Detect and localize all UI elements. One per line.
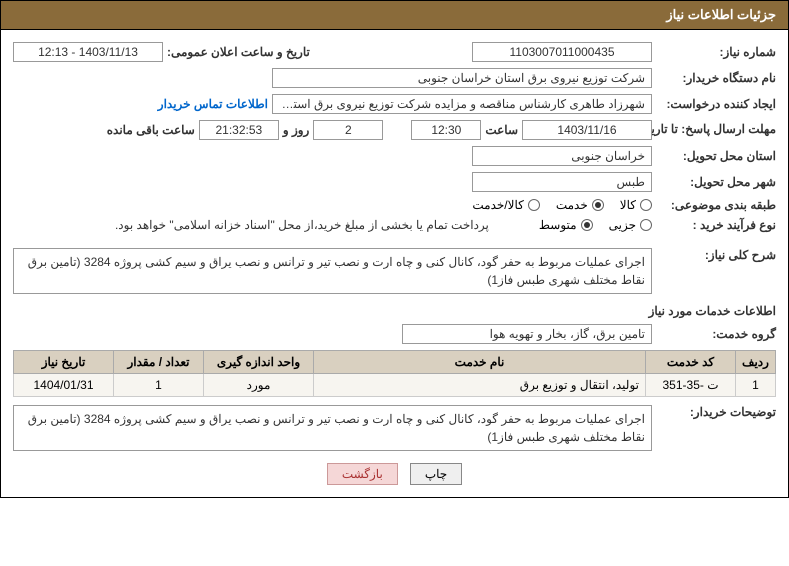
announce-datetime-label: تاریخ و ساعت اعلان عمومی: [167,45,310,59]
need-number-value: 1103007011000435 [472,42,652,62]
delivery-province-label: استان محل تحویل: [656,149,776,163]
category-goods-service-label: کالا/خدمت [472,198,523,212]
buyer-notes-value: اجرای عملیات مربوط به حفر گود، کانال کنی… [13,405,652,451]
requester-label: ایجاد کننده درخواست: [656,97,776,111]
cell-unit: مورد [204,374,314,397]
cell-qty: 1 [114,374,204,397]
radio-icon [640,199,652,211]
cell-row: 1 [736,374,776,397]
category-goods-label: کالا [620,198,636,212]
table-row: 1 ت -35-351 تولید، انتقال و توزیع برق مو… [14,374,776,397]
purchase-radio-medium[interactable]: متوسط [539,218,593,232]
time-label: ساعت [485,123,518,137]
radio-icon-selected [581,219,593,231]
payment-note: پرداخت تمام یا بخشی از مبلغ خرید،از محل … [115,218,489,232]
days-suffix-label: روز و [283,123,310,137]
announce-datetime-value: 1403/11/13 - 12:13 [13,42,163,62]
buyer-contact-link[interactable]: اطلاعات تماس خریدار [158,97,268,111]
category-label: طبقه بندی موضوعی: [656,198,776,212]
radio-icon-selected [592,199,604,211]
requester-value: شهرزاد طاهری کارشناس مناقصه و مزایده شرک… [272,94,652,114]
col-row: ردیف [736,351,776,374]
cell-service-name: تولید، انتقال و توزیع برق [314,374,646,397]
col-service-name: نام خدمت [314,351,646,374]
purchase-radio-minor[interactable]: جزیی [609,218,652,232]
services-table: ردیف کد خدمت نام خدمت واحد اندازه گیری ت… [13,350,776,397]
col-service-code: کد خدمت [646,351,736,374]
col-need-date: تاریخ نیاز [14,351,114,374]
general-desc-label: شرح کلی نیاز: [656,248,776,262]
print-button[interactable]: چاپ [410,463,462,485]
cell-need-date: 1404/01/31 [14,374,114,397]
purchase-type-label: نوع فرآیند خرید : [656,218,776,232]
table-header-row: ردیف کد خدمت نام خدمت واحد اندازه گیری ت… [14,351,776,374]
delivery-city-value: طبس [472,172,652,192]
cell-service-code: ت -35-351 [646,374,736,397]
deadline-label: مهلت ارسال پاسخ: تا تاریخ: [656,122,776,138]
countdown-value: 21:32:53 [199,120,279,140]
page-header: جزئیات اطلاعات نیاز [0,0,789,29]
purchase-minor-label: جزیی [609,218,636,232]
days-remaining-value: 2 [313,120,383,140]
purchase-medium-label: متوسط [539,218,577,232]
delivery-province-value: خراسان جنوبی [472,146,652,166]
category-radio-goods-service[interactable]: کالا/خدمت [472,198,539,212]
col-unit: واحد اندازه گیری [204,351,314,374]
deadline-date-value: 1403/11/16 [522,120,652,140]
deadline-time-value: 12:30 [411,120,481,140]
service-group-label: گروه خدمت: [656,327,776,341]
need-number-label: شماره نیاز: [656,45,776,59]
service-group-value: تامین برق، گاز، بخار و تهویه هوا [402,324,652,344]
buyer-org-value: شرکت توزیع نیروی برق استان خراسان جنوبی [272,68,652,88]
service-info-title: اطلاعات خدمات مورد نیاز [13,304,776,318]
col-qty: تعداد / مقدار [114,351,204,374]
radio-icon [528,199,540,211]
buyer-notes-label: توضیحات خریدار: [656,405,776,419]
general-desc-value: اجرای عملیات مربوط به حفر گود، کانال کنی… [13,248,652,294]
page-title: جزئیات اطلاعات نیاز [666,7,776,22]
category-service-label: خدمت [556,198,588,212]
category-radio-service[interactable]: خدمت [556,198,604,212]
delivery-city-label: شهر محل تحویل: [656,175,776,189]
category-radio-goods[interactable]: کالا [620,198,652,212]
radio-icon [640,219,652,231]
content-panel: شماره نیاز: 1103007011000435 تاریخ و ساع… [0,29,789,498]
back-button[interactable]: بازگشت [327,463,398,485]
countdown-suffix-label: ساعت باقی مانده [107,123,195,137]
buyer-org-label: نام دستگاه خریدار: [656,71,776,85]
